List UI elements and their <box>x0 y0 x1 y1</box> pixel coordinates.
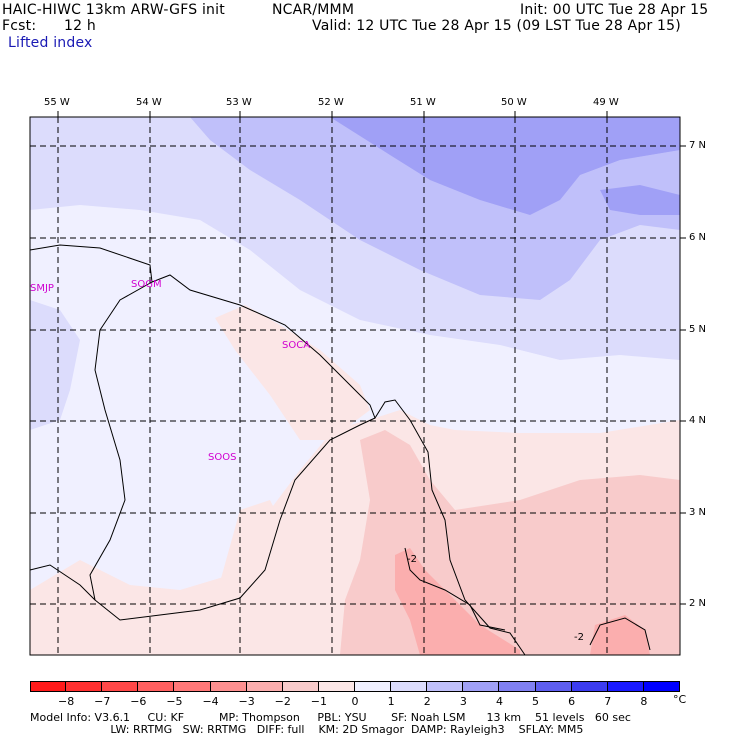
colorbar-swatch <box>282 681 319 692</box>
model-info-line1: Model Info: V3.6.1 CU: KF MP: Thompson P… <box>30 711 631 724</box>
colorbar-tick-label: 8 <box>640 695 648 708</box>
coastline <box>29 244 526 656</box>
lon-label-54w: 54 W <box>136 97 162 108</box>
contour-label: -2 <box>574 632 584 643</box>
colorbar-tick-label: 3 <box>459 695 467 708</box>
suriname-border <box>89 281 376 621</box>
contour-label: -2 <box>407 554 417 565</box>
colorbar-swatch <box>138 681 175 692</box>
colorbar-swatch <box>174 681 211 692</box>
colorbar-tick-label: −6 <box>130 695 147 708</box>
organization-label: NCAR/MMM <box>272 2 355 18</box>
field-most-stable <box>330 117 680 215</box>
lon-label-53w: 53 W <box>226 97 252 108</box>
colorbar-swatch <box>355 681 392 692</box>
colorbar-swatch <box>210 681 247 692</box>
colorbar-tick-label: 1 <box>387 695 395 708</box>
colorbar-tick-label: −5 <box>166 695 183 708</box>
lat-label-7n: 7 N <box>689 140 707 151</box>
lon-label-50w: 50 W <box>501 97 527 108</box>
colorbar-swatch <box>246 681 283 692</box>
field-most-stable-east <box>600 185 680 215</box>
colorbar-swatch <box>463 681 500 692</box>
model-title: HAIC-HIWC 13km ARW-GFS init <box>2 2 225 18</box>
contour-minus-two <box>404 547 506 631</box>
lat-label-3n: 3 N <box>689 507 707 518</box>
colorbar-tick-label: −4 <box>202 695 219 708</box>
field-stable-west <box>30 300 80 430</box>
colorbar-tick-label: −7 <box>94 695 111 708</box>
colorbar-swatch <box>571 681 608 692</box>
colorbar-swatch <box>30 681 67 692</box>
map-frame <box>29 116 681 656</box>
init-time: Init: 00 UTC Tue 28 Apr 15 <box>520 2 709 18</box>
lat-label-2n: 2 N <box>689 598 707 609</box>
colorbar-swatch <box>102 681 139 692</box>
colorbar-swatch <box>391 681 428 692</box>
colorbar-tick-label: −1 <box>310 695 327 708</box>
field-unstable-east <box>590 615 650 655</box>
station-smjp: SMJP <box>30 283 54 294</box>
lon-label-55w: 55 W <box>44 97 70 108</box>
station-sogm: SOGM <box>131 279 162 290</box>
field-neutral-tongue <box>215 305 370 440</box>
model-info-line2: LW: RRTMG SW: RRTMG DIFF: full KM: 2D Sm… <box>30 723 584 736</box>
lat-label-4n: 4 N <box>689 415 707 426</box>
station-soos: SOOS <box>208 452 237 463</box>
field-name: Lifted index <box>8 35 93 51</box>
colorbar-tick-label: −3 <box>238 695 255 708</box>
colorbar-tick-label: 5 <box>532 695 540 708</box>
colorbar-tick-label: 0 <box>351 695 359 708</box>
lon-label-49w: 49 W <box>593 97 619 108</box>
colorbar-tick-label: 4 <box>495 695 503 708</box>
lat-lon-grid <box>30 117 680 655</box>
colorbar-tick-label: 7 <box>604 695 612 708</box>
lat-label-5n: 5 N <box>689 324 707 335</box>
colorbar-swatch <box>643 681 680 692</box>
lon-label-52w: 52 W <box>318 97 344 108</box>
lat-label-6n: 6 N <box>689 232 707 243</box>
colorbar-swatch <box>535 681 572 692</box>
colorbar-tick-label: 2 <box>423 695 431 708</box>
lon-label-51w: 51 W <box>410 97 436 108</box>
guyana-border <box>29 564 96 601</box>
axis-ticks <box>57 111 686 605</box>
contour-minus-two-east <box>589 617 651 651</box>
colorbar-tick-label: −2 <box>274 695 291 708</box>
forecast-label: Fcst: <box>2 18 37 34</box>
colorbar-unit: °C <box>673 693 687 706</box>
colorbar-tick-label: 6 <box>568 695 576 708</box>
colorbar-tick-label: −8 <box>58 695 75 708</box>
valid-time: Valid: 12 UTC Tue 28 Apr 15 (09 LST Tue … <box>312 18 681 34</box>
field-neutral-southwest <box>205 500 290 655</box>
colorbar-swatch <box>318 681 355 692</box>
colorbar-swatch <box>499 681 536 692</box>
station-soca: SOCA <box>282 340 311 351</box>
colorbar-swatch <box>66 681 103 692</box>
colorbar-swatch <box>427 681 464 692</box>
forecast-hour: 12 h <box>64 18 96 34</box>
colorbar-swatch <box>607 681 644 692</box>
field-unstable-coast <box>395 548 520 655</box>
